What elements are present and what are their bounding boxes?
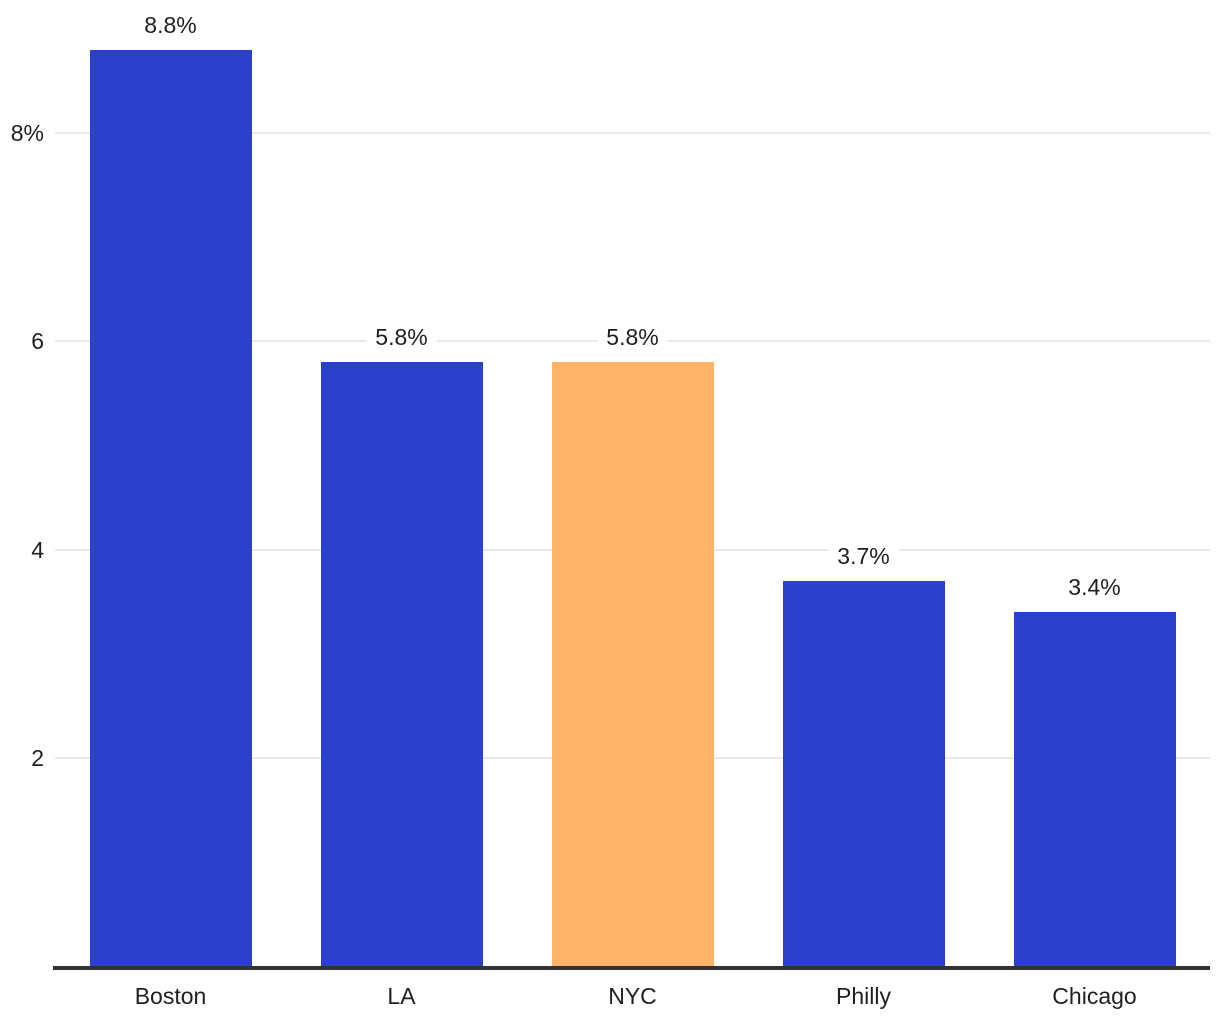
x-axis-line — [53, 966, 1210, 970]
y-axis-tick-label: 6 — [31, 328, 44, 355]
x-axis-category-label: LA — [387, 983, 416, 1009]
bar-philly — [782, 580, 945, 966]
bar-value-label: 5.8% — [597, 322, 668, 353]
bar-value-label: 5.8% — [366, 322, 437, 353]
y-axis-tick-label: 2 — [31, 744, 44, 771]
x-axis-category-label: Boston — [134, 983, 207, 1009]
bar-boston — [89, 49, 252, 966]
y-axis-tick-label: 4 — [31, 536, 44, 563]
bar-chicago — [1013, 612, 1176, 966]
bar-value-label: 8.8% — [135, 9, 206, 40]
x-axis-category-label: NYC — [608, 983, 657, 1009]
bar-nyc — [551, 362, 714, 966]
x-axis-category-label: Chicago — [1052, 983, 1137, 1009]
bar-value-label: 3.7% — [828, 540, 899, 571]
bar-la — [320, 362, 483, 966]
x-axis-category-label: Philly — [836, 983, 891, 1009]
y-axis-tick-label: 8% — [10, 120, 44, 147]
bar-value-label: 3.4% — [1059, 572, 1130, 603]
y-gridline — [55, 132, 1210, 135]
